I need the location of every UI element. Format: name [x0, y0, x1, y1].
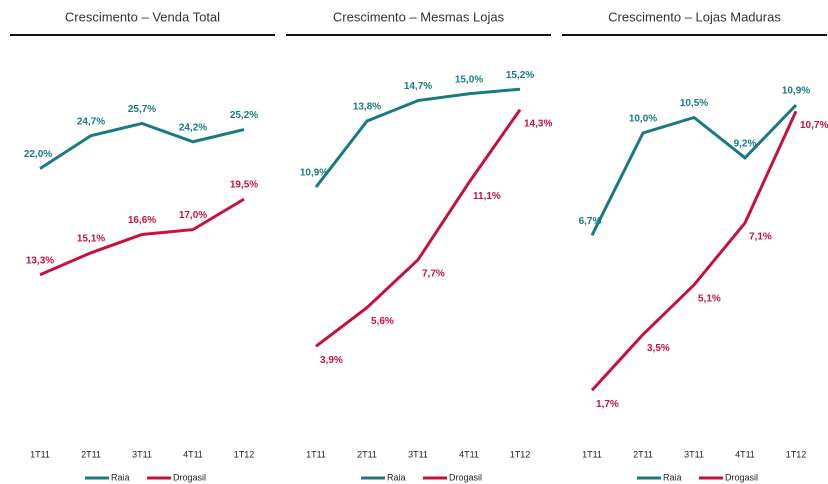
data-label: 17,0%	[179, 210, 207, 221]
legend-label: Drogasil	[173, 472, 206, 482]
line-series	[590, 104, 798, 236]
data-label: 6,7%	[579, 216, 602, 227]
x-tick-label: 1T11	[30, 449, 50, 459]
x-tick-label: 1T11	[306, 449, 326, 459]
legend-label: Drogasil	[449, 472, 482, 482]
line-series	[590, 110, 798, 392]
data-label: 11,1%	[473, 191, 501, 202]
data-label: 10,9%	[782, 86, 810, 97]
line-series	[315, 108, 522, 348]
data-label: 19,5%	[230, 180, 258, 191]
data-label: 10,0%	[629, 114, 657, 125]
legend-label: Raia	[111, 472, 130, 482]
x-tick-label: 1T12	[786, 449, 807, 459]
data-label: 10,9%	[300, 168, 328, 179]
x-tick-label: 1T12	[510, 449, 531, 459]
data-label: 13,8%	[353, 102, 381, 113]
data-label: 25,2%	[230, 110, 258, 121]
data-label: 25,7%	[128, 104, 156, 115]
x-tick-label: 3T11	[408, 449, 428, 459]
data-label: 24,2%	[179, 122, 207, 133]
data-label: 5,6%	[371, 316, 394, 327]
data-label: 14,7%	[404, 81, 432, 92]
x-tick-label: 2T11	[633, 449, 653, 459]
data-label: 15,0%	[455, 74, 483, 85]
x-tick-label: 4T11	[459, 449, 479, 459]
data-label: 7,7%	[422, 268, 445, 279]
chart-title: Crescimento – Lojas Maduras	[608, 9, 781, 24]
data-label: 14,3%	[524, 118, 552, 129]
data-label: 3,9%	[320, 355, 343, 366]
data-label: 24,7%	[77, 116, 105, 127]
chart-title: Crescimento – Venda Total	[65, 9, 220, 24]
data-label: 7,1%	[749, 232, 772, 243]
x-tick-label: 1T12	[234, 449, 255, 459]
data-label: 15,1%	[77, 233, 105, 244]
line-series	[314, 87, 521, 188]
x-tick-label: 2T11	[81, 449, 101, 459]
data-label: 16,6%	[128, 215, 156, 226]
data-label: 10,5%	[680, 98, 708, 109]
data-label: 5,1%	[698, 294, 721, 305]
x-tick-label: 3T11	[684, 449, 704, 459]
x-tick-label: 1T11	[582, 449, 602, 459]
data-label: 15,2%	[506, 70, 534, 81]
x-tick-label: 4T11	[183, 449, 203, 459]
data-label: 10,7%	[800, 120, 828, 131]
line-series	[39, 121, 245, 170]
x-tick-label: 4T11	[735, 449, 755, 459]
data-label: 9,2%	[734, 138, 757, 149]
data-label: 22,0%	[24, 149, 52, 160]
data-label: 13,3%	[26, 255, 54, 266]
chart-title: Crescimento – Mesmas Lojas	[333, 9, 505, 24]
data-label: 1,7%	[596, 399, 619, 410]
legend-label: Drogasil	[725, 472, 758, 482]
legend-label: Raia	[387, 472, 406, 482]
x-tick-label: 3T11	[132, 449, 152, 459]
legend-label: Raia	[663, 472, 682, 482]
x-tick-label: 2T11	[357, 449, 377, 459]
data-label: 3,5%	[647, 343, 670, 354]
line-series	[39, 197, 245, 277]
